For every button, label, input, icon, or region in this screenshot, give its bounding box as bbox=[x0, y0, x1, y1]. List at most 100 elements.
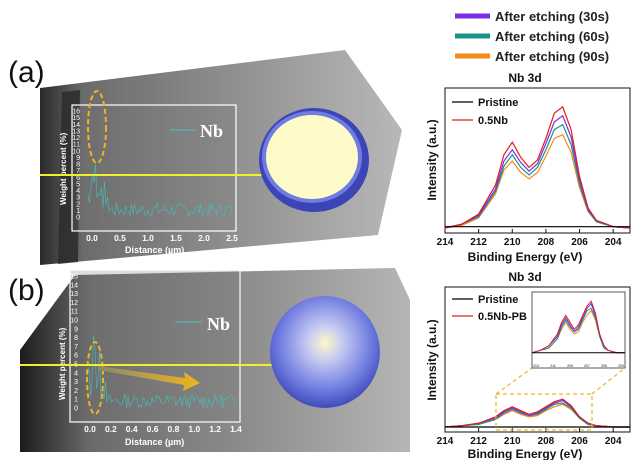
x-tick-label: 214 bbox=[437, 436, 454, 447]
xps-legend-sample-a: 0.5Nb bbox=[478, 115, 508, 127]
eds-x-tick-label: 2.5 bbox=[226, 233, 238, 243]
xps-plot-a: 214 212 210 208 206 204 bbox=[437, 105, 631, 248]
eds-y-tick-label: 2 bbox=[74, 388, 78, 395]
eds-x-tick-label: 0.0 bbox=[84, 424, 96, 434]
eds-y-tick-label: 9 bbox=[76, 155, 80, 162]
x-tick-label: 208 bbox=[538, 237, 555, 248]
xps-chart-a: Nb 3d 214 212 210 208 206 204 Intensity (a.u.… bbox=[425, 71, 631, 264]
eds-x-tick-label: 2.0 bbox=[198, 233, 210, 243]
legend-item-90s: After etching (90s) bbox=[455, 49, 609, 64]
eds-x-tick-label: 0.4 bbox=[126, 424, 138, 434]
zoom-connector-right bbox=[591, 367, 626, 395]
diffusion-arrow bbox=[98, 366, 200, 391]
eds-trace bbox=[85, 335, 237, 409]
series-line-etching-4 bbox=[444, 133, 631, 229]
series-line-0-5nb bbox=[444, 105, 631, 229]
xps-xlabel-a: Binding Energy (eV) bbox=[468, 250, 583, 264]
xps-xlabel-b: Binding Energy (eV) bbox=[468, 447, 583, 460]
xps-legend-pristine-b: Pristine bbox=[478, 294, 518, 306]
eds-y-tick-label: 12 bbox=[70, 300, 78, 307]
zoom-tick-label: 203 bbox=[618, 364, 624, 368]
eds-plot-b: 01234567891011121314150.00.20.40.60.81.0… bbox=[70, 274, 242, 435]
xps-ylabel-a: Intensity (a.u.) bbox=[425, 119, 439, 200]
zoom-tick-label: 211 bbox=[550, 364, 556, 368]
eds-y-tick-label: 9 bbox=[74, 326, 78, 333]
eds-y-tick-label: 0 bbox=[76, 215, 80, 222]
xps-plot-b: 214 212 210 208 206 204 bbox=[437, 398, 630, 447]
eds-x-tick-label: 1.4 bbox=[230, 424, 242, 434]
eds-y-tick-label: 11 bbox=[73, 142, 80, 149]
eds-y-tick-label: 5 bbox=[76, 181, 80, 188]
highlight-ellipse-b bbox=[86, 341, 104, 415]
eds-element-a: Nb bbox=[200, 121, 223, 141]
eds-y-tick-label: 6 bbox=[76, 175, 80, 182]
eds-xlabel-b: Distance (µm) bbox=[125, 437, 184, 447]
eds-x-tick-label: 0.0 bbox=[86, 233, 98, 243]
panel-label-b: (b) bbox=[8, 274, 45, 307]
eds-trace bbox=[87, 163, 233, 218]
xps-title-b: Nb 3d bbox=[508, 270, 541, 284]
eds-x-tick-label: 0.5 bbox=[114, 233, 126, 243]
xps-chart-b: Nb 3d 214 212 210 208 206 204 Intensity (a.u.… bbox=[425, 270, 631, 460]
eds-x-tick-label: 0.8 bbox=[168, 424, 180, 434]
eds-y-tick-label: 14 bbox=[70, 282, 78, 289]
eds-y-tick-label: 8 bbox=[76, 162, 80, 169]
zoom-inset-plot: 213 211 209 207 205 203 bbox=[531, 300, 625, 368]
eds-y-tick-label: 4 bbox=[76, 188, 80, 195]
xps-legend-sample-b: 0.5Nb-PB bbox=[478, 311, 527, 323]
eds-y-tick-label: 11 bbox=[71, 309, 78, 316]
x-tick-label: 214 bbox=[437, 237, 454, 248]
eds-y-tick-label: 4 bbox=[74, 370, 78, 377]
zoom-inset-frame bbox=[531, 291, 626, 369]
eds-y-tick-label: 14 bbox=[72, 122, 80, 129]
eds-ylabel-a: Weight percent (%) bbox=[59, 132, 68, 205]
eds-x-tick-label: 1.5 bbox=[170, 233, 182, 243]
x-tick-label: 210 bbox=[504, 436, 521, 447]
legend-label-60s: After etching (60s) bbox=[495, 29, 609, 44]
x-tick-label: 206 bbox=[571, 237, 588, 248]
zoom-tick-label: 205 bbox=[601, 364, 607, 368]
zoom-series-line bbox=[531, 307, 625, 354]
eds-x-tick-label: 1.0 bbox=[142, 233, 154, 243]
eds-y-tick-label: 1 bbox=[76, 208, 80, 215]
legend-item-30s: After etching (30s) bbox=[455, 9, 609, 24]
panel-b: (b) 01234567891011121314150.00.20.40.60.… bbox=[8, 268, 410, 452]
legend-label-90s: After etching (90s) bbox=[495, 49, 609, 64]
panel-label-a: (a) bbox=[8, 56, 45, 89]
sem-dark-edge-a bbox=[58, 90, 80, 264]
legend-item-60s: After etching (60s) bbox=[455, 29, 609, 44]
x-tick-label: 204 bbox=[605, 237, 622, 248]
zoom-connector-left bbox=[495, 367, 533, 395]
eds-y-tick-label: 10 bbox=[72, 148, 80, 155]
eds-y-tick-label: 2 bbox=[76, 201, 80, 208]
eds-ylabel-b: Weight percent (%) bbox=[58, 327, 67, 400]
eds-element-b: Nb bbox=[207, 314, 230, 334]
eds-y-tick-label: 7 bbox=[74, 344, 78, 351]
x-tick-label: 210 bbox=[504, 237, 521, 248]
eds-y-tick-label: 13 bbox=[72, 128, 80, 135]
highlight-ellipse-a bbox=[87, 90, 107, 164]
eds-y-tick-label: 6 bbox=[74, 353, 78, 360]
eds-y-tick-label: 3 bbox=[74, 379, 78, 386]
eds-y-tick-label: 13 bbox=[70, 291, 78, 298]
legend-label-30s: After etching (30s) bbox=[495, 9, 609, 24]
xps-legend-pristine-a: Pristine bbox=[478, 97, 518, 109]
eds-y-tick-label: 15 bbox=[72, 115, 80, 122]
zoom-tick-label: 207 bbox=[584, 364, 590, 368]
hemisphere-face-a bbox=[262, 111, 362, 203]
x-tick-label: 208 bbox=[538, 436, 555, 447]
zoom-box bbox=[495, 393, 593, 431]
eds-x-tick-label: 1.0 bbox=[188, 424, 200, 434]
zoom-tick-label: 213 bbox=[533, 364, 539, 368]
x-tick-label: 212 bbox=[470, 436, 487, 447]
eds-y-tick-label: 12 bbox=[72, 135, 80, 142]
xps-title-a: Nb 3d bbox=[508, 71, 541, 85]
eds-y-tick-label: 3 bbox=[76, 195, 80, 202]
eds-x-tick-label: 0.2 bbox=[105, 424, 117, 434]
x-tick-label: 212 bbox=[470, 237, 487, 248]
eds-y-tick-label: 8 bbox=[74, 335, 78, 342]
x-tick-label: 206 bbox=[571, 436, 588, 447]
